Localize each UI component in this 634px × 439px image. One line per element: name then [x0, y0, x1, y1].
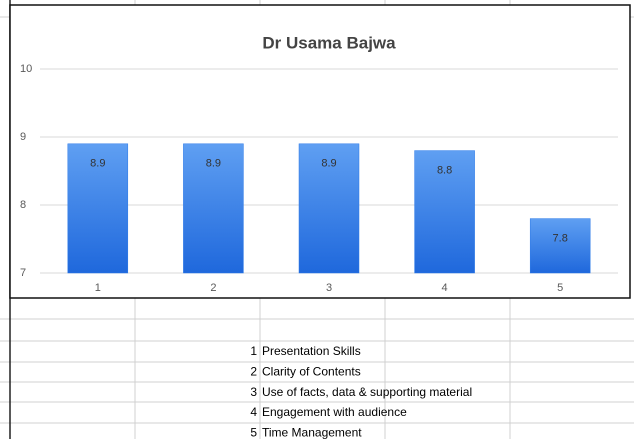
- y-tick-label: 10: [20, 63, 32, 75]
- data-label: 8.9: [90, 158, 105, 170]
- x-tick-label: 5: [557, 282, 563, 294]
- data-label: 7.8: [553, 233, 568, 245]
- cell-number: 1: [250, 344, 257, 358]
- y-tick-label: 7: [20, 267, 26, 279]
- chart-title: Dr Usama Bajwa: [262, 33, 396, 52]
- cell-number: 2: [250, 364, 257, 378]
- data-label: 8.8: [437, 165, 452, 177]
- bar: [183, 143, 244, 274]
- x-tick-label: 4: [442, 282, 448, 294]
- bar: [67, 143, 129, 274]
- y-tick-label: 9: [20, 131, 26, 143]
- x-tick-label: 3: [326, 282, 332, 294]
- bar: [414, 150, 475, 274]
- bar: [298, 143, 360, 274]
- cell-text: Clarity of Contents: [262, 364, 361, 378]
- cell-text: Time Management: [262, 425, 362, 439]
- bar: [529, 218, 591, 274]
- cell-number: 5: [250, 425, 257, 439]
- cell-number: 4: [250, 405, 257, 419]
- data-label: 8.9: [206, 158, 221, 170]
- y-tick-label: 8: [20, 199, 26, 211]
- cell-text: Use of facts, data & supporting material: [262, 385, 472, 399]
- x-tick-label: 1: [95, 282, 101, 294]
- cell-number: 3: [250, 385, 257, 399]
- cell-text: Presentation Skills: [262, 344, 361, 358]
- data-label: 8.9: [321, 158, 336, 170]
- cell-text: Engagement with audience: [262, 405, 407, 419]
- x-tick-label: 2: [210, 282, 216, 294]
